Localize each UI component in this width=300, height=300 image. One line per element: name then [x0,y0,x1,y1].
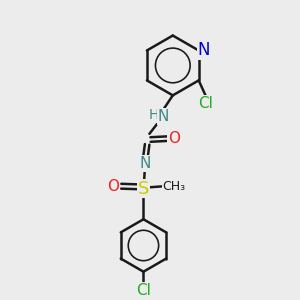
Text: Cl: Cl [136,283,151,298]
Text: N: N [198,41,210,59]
Text: Cl: Cl [198,96,213,111]
Text: O: O [168,131,180,146]
Text: O: O [107,179,119,194]
Text: H: H [149,108,160,122]
Text: CH₃: CH₃ [162,180,185,193]
Text: S: S [138,179,149,197]
Text: N: N [158,109,169,124]
Text: N: N [139,156,151,171]
